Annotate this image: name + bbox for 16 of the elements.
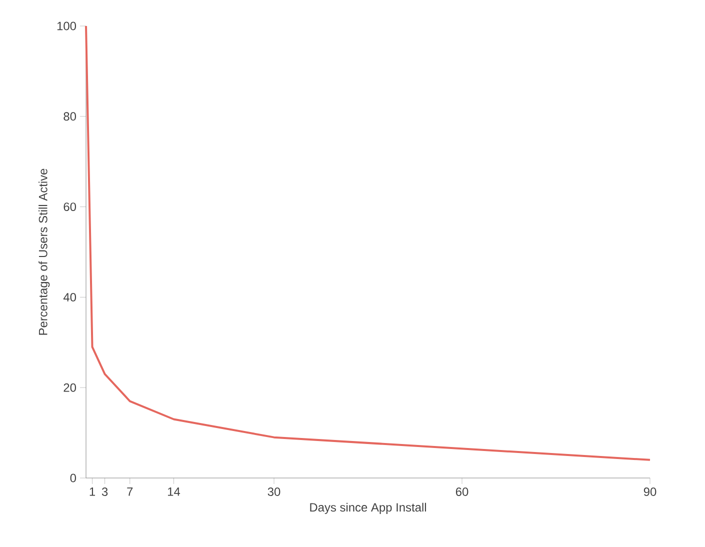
x-axis-title: Days since App Install [310, 502, 426, 514]
x-tick-label: 1 [90, 488, 96, 496]
x-tick-label: 30 [268, 488, 280, 496]
y-tick-label: 80 [64, 112, 76, 121]
y-tick-label: 40 [63, 292, 76, 302]
line-series [85, 24, 652, 461]
y-axis-title: Percentage of Users Still Active [38, 168, 50, 335]
x-tick-label: 60 [456, 488, 468, 496]
y-tick-label: 100 [57, 22, 76, 30]
x-tick-label: 3 [102, 488, 108, 496]
y-tick-label: 0 [70, 474, 76, 482]
y-tick-label: 20 [64, 383, 76, 392]
x-tick-label: 14 [168, 488, 180, 496]
x-tick-label: 90 [644, 488, 656, 496]
y-tick-label: 60 [64, 202, 76, 212]
x-tick-label: 7 [127, 488, 133, 496]
